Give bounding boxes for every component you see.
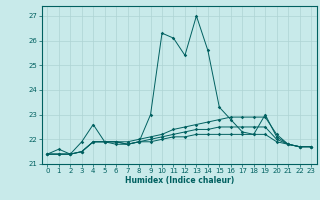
X-axis label: Humidex (Indice chaleur): Humidex (Indice chaleur) bbox=[124, 176, 234, 185]
